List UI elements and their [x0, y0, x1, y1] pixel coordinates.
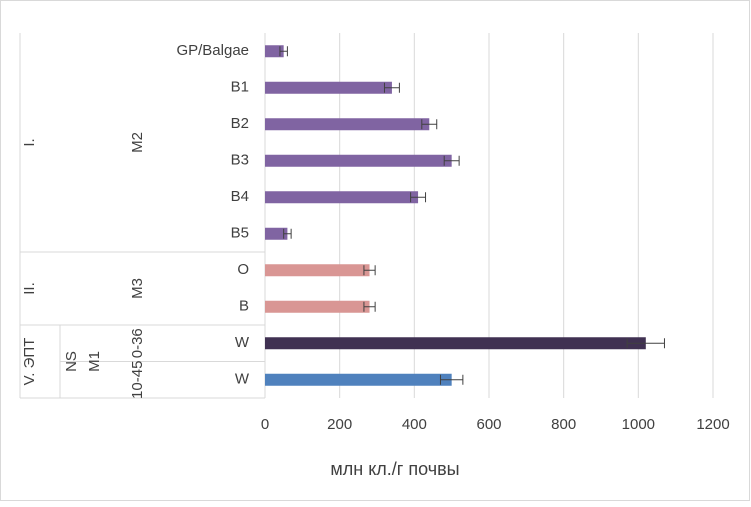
x-tick-label: 200 — [327, 416, 352, 433]
x-tick-label: 1200 — [696, 416, 729, 433]
x-tick-label: 600 — [476, 416, 501, 433]
category-group-label: V. ЭПТ — [21, 338, 38, 386]
bar — [265, 373, 452, 386]
bar — [265, 154, 452, 167]
x-tick-label: 0 — [261, 416, 269, 433]
category-group-label: I. — [21, 138, 38, 146]
category-group-label: M3 — [129, 278, 146, 299]
y-tick-label: B — [239, 298, 249, 315]
bar — [265, 337, 646, 350]
bar — [265, 227, 288, 240]
y-tick-label: W — [235, 334, 250, 351]
x-tick-label: 1000 — [622, 416, 655, 433]
y-tick-label: W — [235, 371, 250, 388]
bar — [265, 118, 430, 131]
category-group-label: II. — [21, 282, 38, 295]
bar — [265, 81, 392, 94]
category-group-label: M2 — [129, 132, 146, 153]
y-tick-label: GP/Balgae — [176, 42, 249, 59]
bar — [265, 300, 370, 313]
y-tick-label: O — [237, 261, 249, 278]
x-axis-title: млн кл./г почвы — [330, 459, 459, 479]
bar — [265, 191, 419, 204]
bar — [265, 45, 284, 58]
x-tick-label: 800 — [551, 416, 576, 433]
y-tick-label: B2 — [231, 115, 249, 132]
y-tick-label: B3 — [231, 152, 249, 169]
y-tick-label: B1 — [231, 79, 249, 96]
x-tick-label: 400 — [402, 416, 427, 433]
bar — [265, 264, 370, 277]
category-group-label: 0-36 — [129, 328, 146, 358]
category-group-label: 10-45 — [129, 361, 146, 399]
category-group-label: M1 — [86, 351, 103, 372]
y-tick-label: B5 — [231, 225, 249, 242]
y-tick-label: B4 — [231, 188, 249, 205]
